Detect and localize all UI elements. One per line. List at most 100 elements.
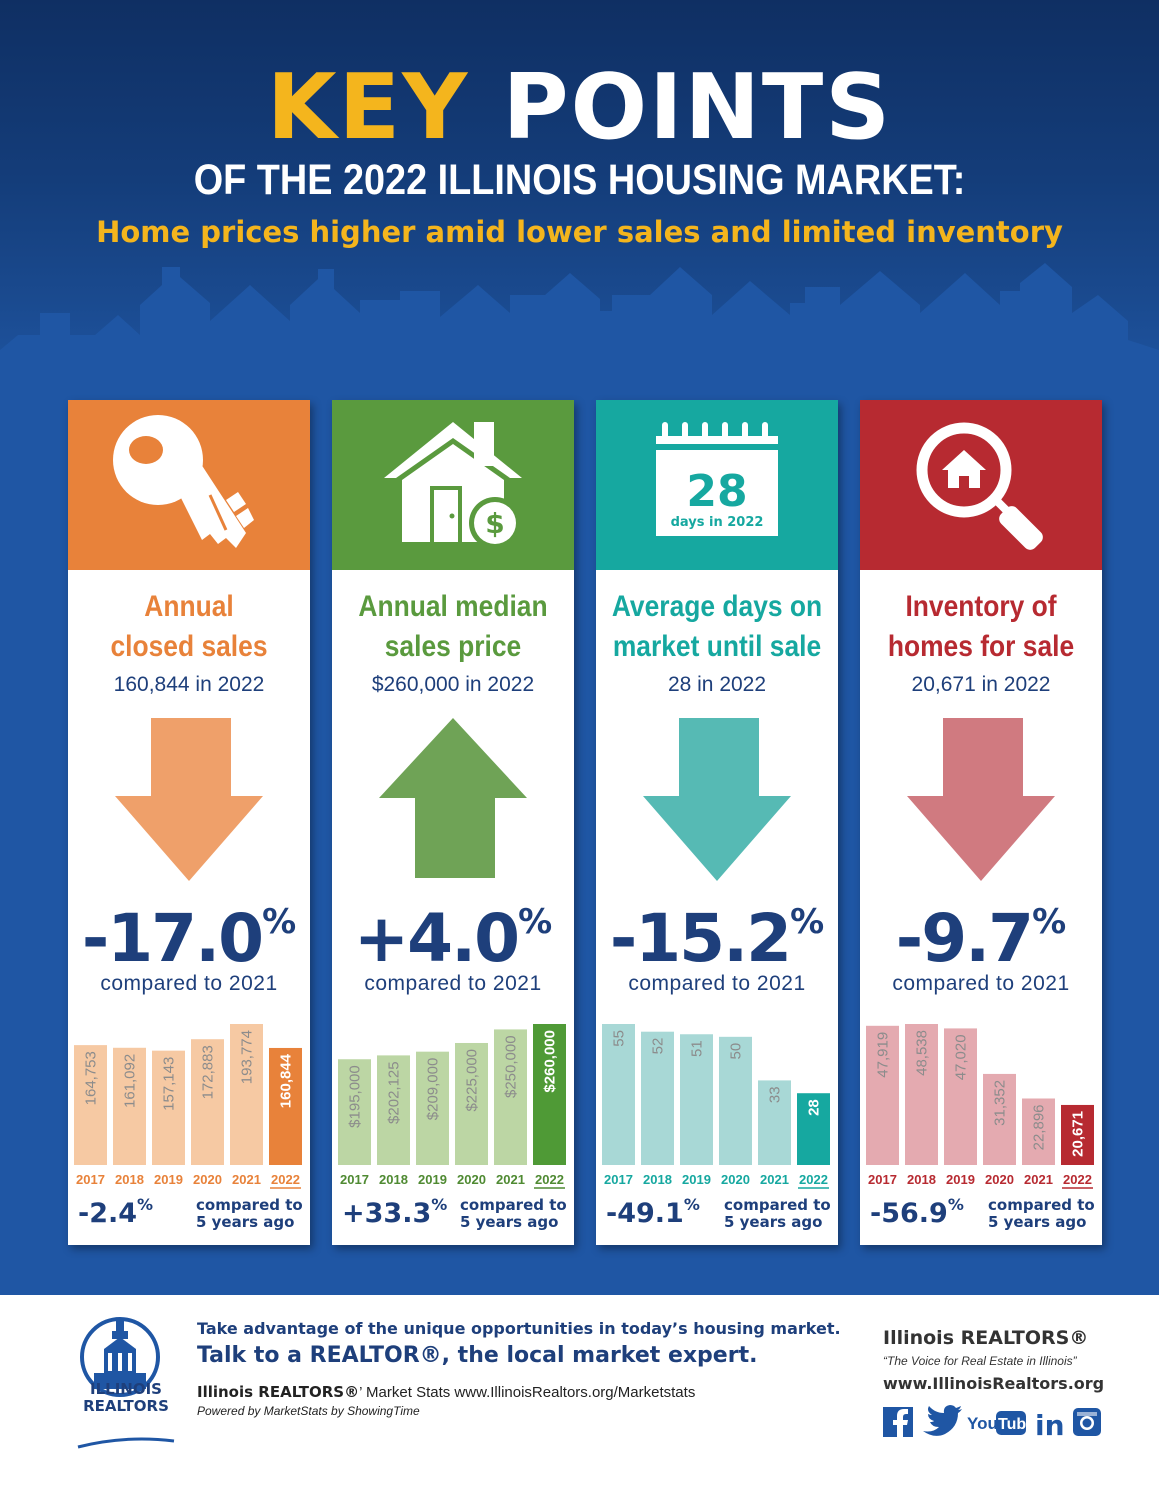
bar-value-label: $250,000 <box>503 1035 520 1098</box>
five-year-change-value: -49.1 <box>606 1198 684 1229</box>
yoy-change: -17.0% <box>68 900 310 977</box>
magnifier-house-icon <box>916 422 1043 550</box>
bar-2017 <box>74 1045 107 1165</box>
card-closed-sales: Annual closed sales 160,844 in 2022 -17.… <box>68 400 310 1245</box>
footer-powered-by: Powered by MarketStats by ShowingTime <box>197 1404 420 1418</box>
year-tick-label: 2019 <box>946 1172 975 1187</box>
yoy-change: -15.2% <box>596 900 838 977</box>
bar-value-label: 20,671 <box>1070 1111 1087 1157</box>
bar-2019 <box>416 1051 449 1165</box>
bar-value-label: $209,000 <box>425 1058 442 1121</box>
bar-2020 <box>983 1073 1016 1165</box>
bar-value-label: $260,000 <box>542 1030 559 1093</box>
house-dollar-icon: $ <box>384 422 522 549</box>
card-title: Annual median sales price <box>347 587 560 667</box>
subtitle: OF THE 2022 ILLINOIS HOUSING MARKET: <box>193 156 966 204</box>
card-title-line2: closed sales <box>110 630 268 663</box>
five-year-change-unit: % <box>431 1195 448 1214</box>
yoy-change-unit: % <box>1032 902 1067 942</box>
bar-value-label: 28 <box>806 1099 823 1116</box>
five-year-change-unit: % <box>683 1195 700 1214</box>
bar-value-label: 31,352 <box>992 1080 1009 1126</box>
five-year-bar-chart: $195,000 2017 $202,125 2018 $209,000 2019 $225… <box>338 1024 566 1189</box>
card-title-line1: Inventory of <box>905 590 1057 623</box>
five-year-change-value: +33.3 <box>342 1198 432 1229</box>
logo-wordmark: ILLINOIS REALTORS <box>72 1381 180 1415</box>
year-tick-label: 2019 <box>418 1172 447 1187</box>
yoy-change: -9.7% <box>860 900 1102 977</box>
bar-value-label: 47,020 <box>953 1034 970 1080</box>
footer-promo-line2: Talk to a REALTOR®, the local market exp… <box>197 1343 758 1368</box>
svg-text:Tube: Tube <box>998 1416 1035 1433</box>
svg-text:in: in <box>1035 1409 1065 1439</box>
bar-2018 <box>641 1031 674 1165</box>
tagline: Home prices higher amid lower sales and … <box>96 215 1063 249</box>
five-year-compared-line2: 5 years ago <box>460 1213 559 1231</box>
five-year-change-unit: % <box>947 1195 964 1214</box>
five-year-bar-chart: 164,753 2017 161,092 2018 157,143 2019 172,883… <box>74 1024 302 1189</box>
bar-value-label: 157,143 <box>161 1057 178 1111</box>
bar-value-label: 51 <box>689 1040 706 1057</box>
five-year-bar-chart: 55 2017 52 2018 51 2019 50 2020 33 2021 28 2022 <box>602 1024 830 1189</box>
bar-2020 <box>455 1042 488 1165</box>
card-title-line2: market until sale <box>612 630 822 663</box>
down-arrow-icon <box>643 718 791 881</box>
bar-2019 <box>944 1028 977 1165</box>
bar-2021 <box>494 1029 527 1165</box>
down-arrow-icon <box>115 718 263 881</box>
instagram-icon[interactable] <box>1073 1408 1101 1436</box>
five-year-compared-line2: 5 years ago <box>724 1213 823 1231</box>
year-tick-label: 2018 <box>379 1172 408 1187</box>
logo-line1: ILLINOIS <box>90 1380 162 1398</box>
youtube-icon[interactable]: You Tube <box>967 1411 1035 1435</box>
year-tick-label: 2018 <box>643 1172 672 1187</box>
card-current-value: 160,844 in 2022 <box>113 673 265 696</box>
year-tick-label: 2022 <box>271 1172 300 1187</box>
year-tick-label: 2020 <box>193 1172 222 1187</box>
five-year-compared-label: compared to 5 years ago <box>724 1197 836 1231</box>
yoy-change-value: -15.2 <box>609 900 792 977</box>
yoy-compared-label: compared to 2021 <box>628 972 806 995</box>
yoy-compared-label: compared to 2021 <box>364 972 542 995</box>
twitter-icon[interactable] <box>923 1405 962 1436</box>
card-current-value: 20,671 in 2022 <box>911 673 1051 696</box>
card-title-line2: sales price <box>384 630 522 663</box>
five-year-change-value: -56.9 <box>870 1198 948 1229</box>
footer-stats-brand: Illinois REALTORS® <box>197 1383 360 1401</box>
card-header <box>860 400 1102 570</box>
bar-2021 <box>230 1024 263 1165</box>
svg-text:You: You <box>967 1414 998 1433</box>
year-tick-label: 2022 <box>1063 1172 1092 1187</box>
bar-value-label: $225,000 <box>464 1049 481 1112</box>
yoy-change-unit: % <box>790 902 825 942</box>
five-year-compared-label: compared to 5 years ago <box>460 1197 572 1231</box>
bar-value-label: 164,753 <box>83 1051 100 1105</box>
card-title-line1: Annual <box>144 590 234 623</box>
calendar-icon: 28 days in 2022 <box>656 422 778 536</box>
five-year-change: +33.3% <box>342 1195 448 1229</box>
five-year-change: -56.9% <box>870 1195 964 1229</box>
bar-value-label: 172,883 <box>200 1045 217 1099</box>
year-tick-label: 2020 <box>985 1172 1014 1187</box>
footer-stats-link[interactable]: ’ Market Stats www.IllinoisRealtors.org/… <box>359 1384 696 1401</box>
linkedin-icon[interactable]: in <box>1035 1409 1065 1439</box>
five-year-change: -49.1% <box>606 1195 700 1229</box>
bar-value-label: 33 <box>767 1086 784 1103</box>
bar-value-label: 160,844 <box>278 1053 295 1108</box>
bar-value-label: 161,092 <box>122 1054 139 1108</box>
facebook-icon[interactable] <box>883 1407 913 1437</box>
year-tick-label: 2021 <box>232 1172 261 1187</box>
year-tick-label: 2017 <box>340 1172 369 1187</box>
footer-promo-line1: Take advantage of the unique opportuniti… <box>197 1319 841 1338</box>
yoy-change-value: +4.0 <box>353 900 520 977</box>
bar-2017 <box>338 1059 371 1165</box>
card-title-line1: Annual median <box>358 590 548 623</box>
card-median-price: $ Annual median sales price $260,000 in … <box>332 400 574 1245</box>
yoy-change-value: -17.0 <box>81 900 264 977</box>
bar-2018 <box>905 1024 938 1165</box>
footer-website-link[interactable]: www.IllinoisRealtors.org <box>883 1374 1105 1393</box>
five-year-compared-label: compared to 5 years ago <box>988 1197 1100 1231</box>
five-year-bar-chart: 47,919 2017 48,538 2018 47,020 2019 31,352 2020… <box>866 1024 1094 1189</box>
year-tick-label: 2019 <box>682 1172 711 1187</box>
card-header: 28 days in 2022 <box>596 400 838 570</box>
